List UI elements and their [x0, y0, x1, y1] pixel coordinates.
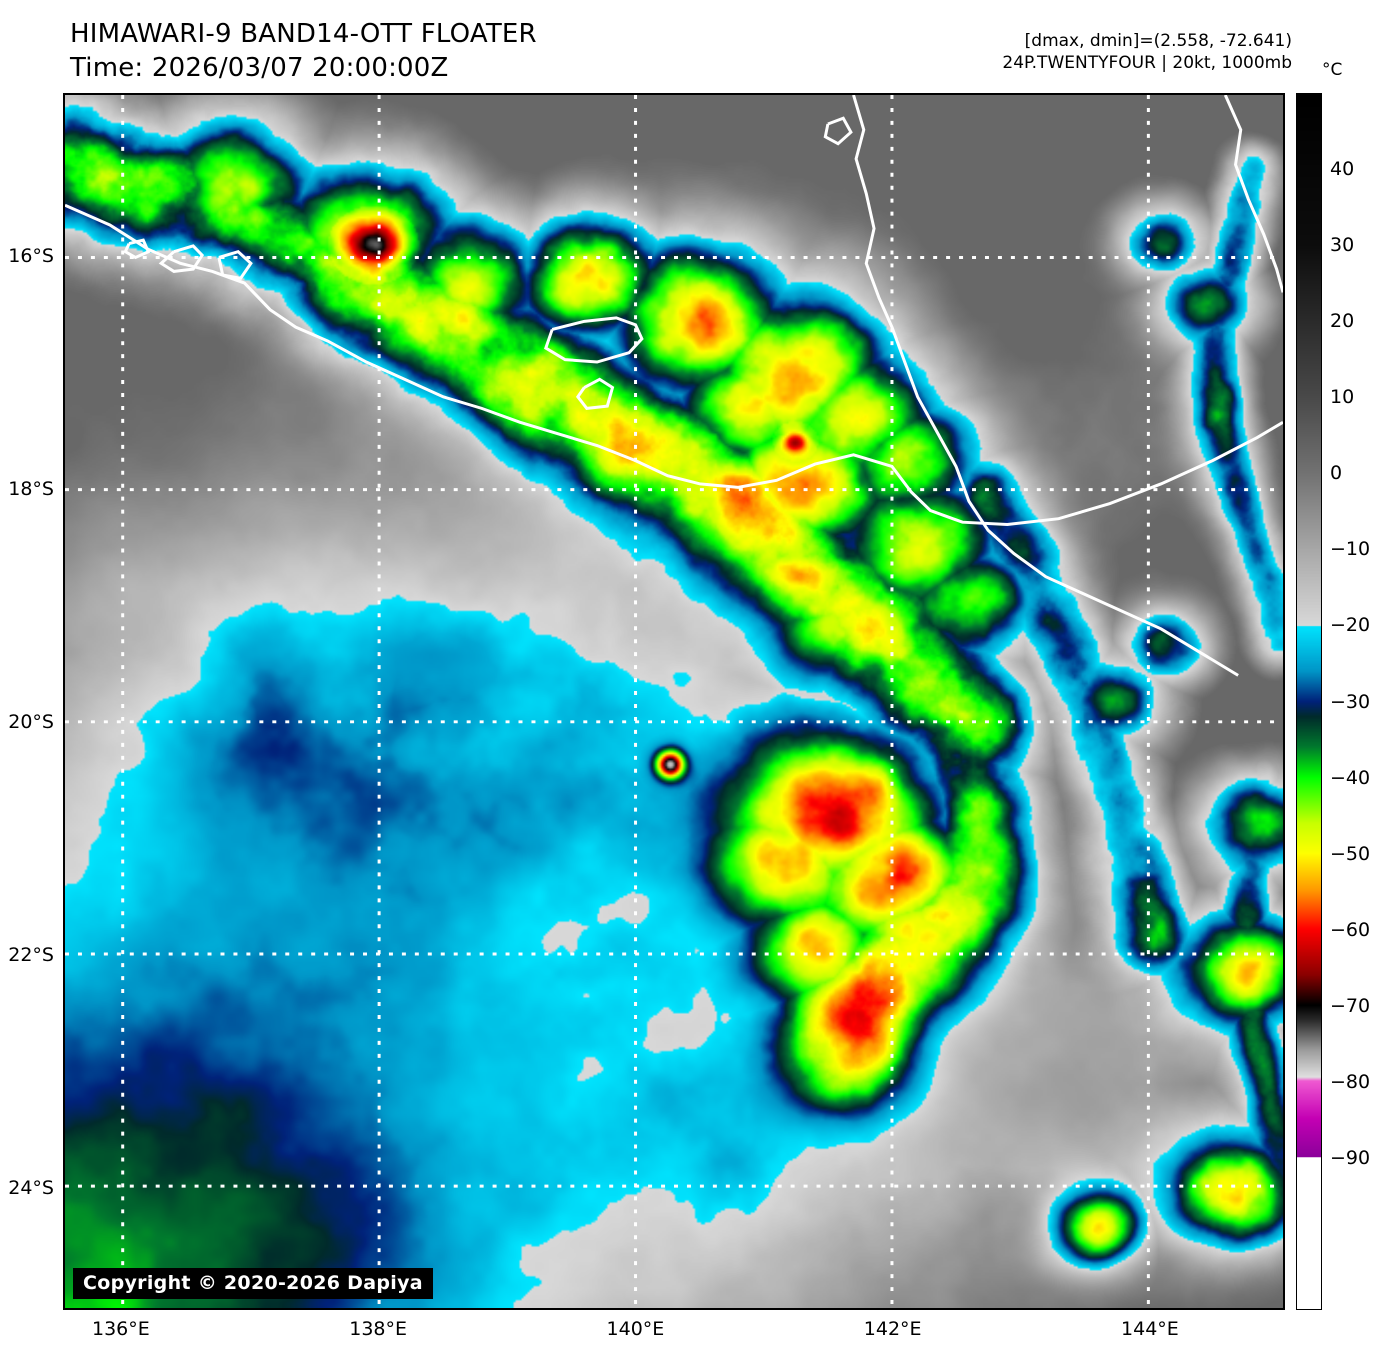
longitude-tick-label: 140°E [606, 1318, 665, 1340]
colorbar-tick-label: −80 [1330, 1070, 1371, 1093]
colorbar-tick-label: 0 [1330, 462, 1343, 485]
colorbar [1296, 93, 1322, 1310]
coastline-path [544, 316, 644, 364]
latitude-tick-label: 18°S [8, 477, 54, 500]
dminmax-label: [dmax, dmin]=(2.558, -72.641) [1024, 31, 1292, 51]
colorbar-tick-label: −20 [1330, 614, 1371, 637]
satellite-image-plot: Copyright © 2020-2026 Dapiya [63, 93, 1285, 1310]
colorbar-tick-label: −70 [1330, 994, 1371, 1017]
coastline-path [123, 238, 151, 260]
satellite-imagery-canvas [65, 95, 1283, 1308]
coastline-path [65, 203, 1283, 526]
storm-info-label: 24P.TWENTYFOUR | 20kt, 1000mb [1002, 52, 1292, 73]
latitude-tick-label: 22°S [8, 943, 54, 966]
map-overlay [65, 95, 1283, 1308]
gridlines [65, 95, 1283, 1308]
longitude-tick-label: 144°E [1121, 1318, 1179, 1340]
colorbar-tick-label: −40 [1330, 766, 1371, 789]
latitude-tick-label: 16°S [8, 245, 54, 268]
colorbar-tick-label: 20 [1330, 310, 1355, 333]
coastline-path [1223, 95, 1283, 293]
longitude-tick-label: 138°E [349, 1318, 408, 1340]
coastline-path [575, 377, 615, 410]
coastline-path [852, 95, 1239, 677]
colorbar-tick-label: −30 [1330, 690, 1371, 713]
colorbar-tick-label: 40 [1330, 158, 1355, 181]
coastlines [65, 95, 1283, 677]
latitude-tick-label: 24°S [8, 1176, 54, 1199]
coastline-path [217, 250, 253, 281]
copyright-label: Copyright © 2020-2026 Dapiya [73, 1268, 433, 1299]
colorbar-unit-label: °C [1322, 60, 1343, 80]
colorbar-tick-label: −50 [1330, 842, 1371, 865]
colorbar-tick-label: 10 [1330, 386, 1355, 409]
timestamp-label: Time: 2026/03/07 20:00:00Z [70, 52, 449, 83]
colorbar-tick-label: 30 [1330, 234, 1355, 257]
latitude-tick-label: 20°S [8, 710, 54, 733]
longitude-tick-label: 136°E [91, 1318, 150, 1340]
colorbar-tick-label: −90 [1330, 1146, 1371, 1169]
colorbar-tick-label: −60 [1330, 918, 1371, 941]
coastline-path [158, 244, 205, 273]
colorbar-tick-label: −10 [1330, 538, 1371, 561]
longitude-tick-label: 142°E [863, 1318, 922, 1340]
title-block: HIMAWARI-9 BAND14-OTT FLOATER Time: 2026… [70, 18, 537, 86]
colorbar-gradient [1297, 94, 1321, 1309]
coastline-path [823, 116, 853, 146]
metadata-block: [dmax, dmin]=(2.558, -72.641) 24P.TWENTY… [1002, 31, 1292, 75]
page-title: HIMAWARI-9 BAND14-OTT FLOATER [70, 19, 537, 49]
